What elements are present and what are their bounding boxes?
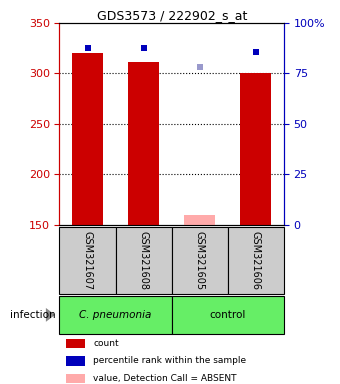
Bar [172, 227, 228, 294]
Bar [66, 356, 85, 366]
Point [253, 49, 258, 55]
Text: GSM321605: GSM321605 [195, 231, 205, 290]
Point [85, 45, 90, 51]
Bar [72, 53, 103, 225]
Text: C. pneumonia: C. pneumonia [80, 310, 152, 320]
Bar [116, 227, 172, 294]
Bar [228, 227, 284, 294]
Text: GSM321607: GSM321607 [83, 231, 92, 290]
Bar [184, 215, 215, 225]
Polygon shape [46, 308, 55, 322]
Bar [240, 73, 271, 225]
Text: percentile rank within the sample: percentile rank within the sample [94, 356, 246, 366]
Point [197, 65, 202, 71]
Bar [59, 296, 172, 334]
Text: value, Detection Call = ABSENT: value, Detection Call = ABSENT [94, 374, 237, 383]
Text: infection: infection [10, 310, 56, 320]
Bar [66, 374, 85, 383]
Bar [172, 296, 284, 334]
Bar [66, 339, 85, 348]
Text: count: count [94, 339, 119, 348]
Point [141, 45, 146, 51]
Bar [128, 62, 159, 225]
Text: GSM321606: GSM321606 [251, 231, 261, 290]
Text: control: control [210, 310, 246, 320]
Title: GDS3573 / 222902_s_at: GDS3573 / 222902_s_at [97, 9, 247, 22]
Text: GSM321608: GSM321608 [139, 231, 149, 290]
Bar [59, 227, 116, 294]
